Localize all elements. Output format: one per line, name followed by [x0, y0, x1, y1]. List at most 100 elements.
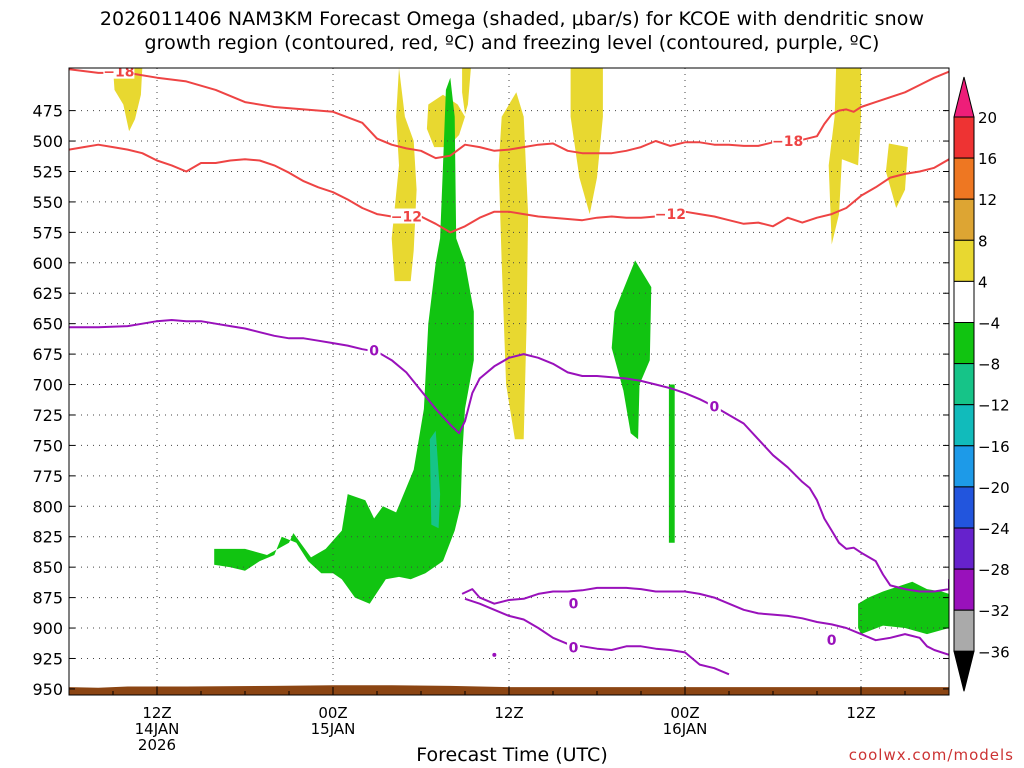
colorbar-label: −36: [978, 643, 1010, 661]
freezing-level-label-bg: [567, 639, 581, 655]
colorbar-segment: [953, 404, 975, 447]
pressure-tick-label: 475: [32, 102, 63, 121]
pressure-tick-label: 550: [32, 193, 63, 212]
pressure-tick-label: 800: [32, 497, 63, 516]
time-tick-label: 12Z: [494, 704, 523, 722]
pressure-tick-label: 875: [32, 589, 63, 608]
pressure-tick-label: 525: [32, 162, 63, 181]
freezing-level-contour: [461, 586, 949, 656]
freezing-level-label: 0: [369, 343, 379, 359]
colorbar-segment: [953, 527, 975, 570]
pressure-tick-label: 775: [32, 467, 63, 486]
dgz-top-label-bg: [772, 133, 804, 149]
omega-strong-negative-region: [429, 430, 441, 529]
colorbar-segment: [953, 609, 975, 652]
date-label: 15JAN: [311, 720, 356, 738]
omega-positive-region: [828, 68, 861, 245]
colorbar-label: −32: [978, 602, 1010, 620]
time-tick-label: 12Z: [142, 704, 171, 722]
dgz-top-label: −18: [103, 65, 134, 81]
pressure-tick-label: 725: [32, 406, 63, 425]
pressure-tick-label: 500: [32, 132, 63, 151]
colorbar-label: −24: [978, 520, 1010, 538]
dgz-bottom-label: −12: [655, 207, 686, 223]
freezing-level-label-bg: [707, 398, 721, 414]
pressure-tick-label: 650: [32, 315, 63, 334]
colorbar-label: 20: [978, 109, 997, 127]
colorbar-segment: [953, 322, 975, 365]
pressure-tick-label: 750: [32, 436, 63, 455]
pressure-tick-label: 825: [32, 528, 63, 547]
chart-title-line-1: 2026011406 NAM3KM Forecast Omega (shaded…: [99, 8, 925, 30]
colorbar-bottom-arrow: [953, 650, 975, 692]
omega-positive-region: [498, 92, 529, 440]
colorbar-top-arrow: [953, 76, 975, 118]
dgz-bottom-label-bg: [654, 206, 686, 222]
colorbar-label: −28: [978, 561, 1010, 579]
pressure-axis: 475 500 525 550 575 600 625 650 675 700 725 750 775 8…: [32, 102, 949, 699]
colorbar-segment: [953, 157, 975, 200]
dgz-top-label-bg: [103, 68, 135, 79]
pressure-tick-label: 850: [32, 558, 63, 577]
omega-negative-region: [668, 384, 675, 543]
colorbar-label: −8: [978, 356, 1000, 374]
colorbar-segment: [953, 363, 975, 406]
colorbar-segment: [953, 445, 975, 488]
colorbar-label: 4: [978, 273, 988, 291]
colorbar-label: 12: [978, 191, 997, 209]
pressure-tick-label: 600: [32, 254, 63, 273]
site-credit: coolwx.com/models: [848, 746, 1014, 764]
pressure-tick-label: 575: [32, 223, 63, 242]
pressure-tick-label: 950: [32, 680, 63, 699]
colorbar-segment: [953, 239, 975, 282]
colorbar: 20 16 12 8 4 −4 −8 −12 −16 −20 −24 −28 −32 −36: [953, 76, 1010, 692]
freezing-level-contour: [492, 652, 497, 657]
colorbar-label: −16: [978, 438, 1010, 456]
pressure-tick-label: 675: [32, 345, 63, 364]
omega-positive-region: [113, 68, 143, 132]
colorbar-label: 8: [978, 232, 988, 250]
colorbar-label: −12: [978, 397, 1010, 415]
freezing-level-label: 0: [709, 399, 719, 415]
time-tick-label: 00Z: [318, 704, 347, 722]
colorbar-segment: [953, 280, 975, 323]
freezing-level-label-bg: [367, 342, 381, 358]
freezing-level-label: 0: [827, 633, 837, 649]
freezing-level-label-bg: [567, 595, 581, 611]
omega-negative-region: [214, 77, 474, 604]
pressure-tick-label: 700: [32, 376, 63, 395]
omega-negative-region: [611, 260, 652, 440]
time-tick-label: 00Z: [670, 704, 699, 722]
dgz-bottom-label: −12: [391, 210, 422, 226]
dgz-bottom-label-bg: [390, 208, 422, 224]
colorbar-segment: [953, 486, 975, 529]
pressure-tick-label: 625: [32, 284, 63, 303]
freezing-level-label-bg: [825, 632, 839, 648]
omega-positive-region: [462, 68, 471, 115]
date-label: 16JAN: [663, 720, 708, 738]
pressure-tick-label: 925: [32, 649, 63, 668]
dgz-top-contour: [69, 68, 949, 160]
time-tick-label: 12Z: [846, 704, 875, 722]
colorbar-label: −20: [978, 479, 1010, 497]
omega-positive-region: [391, 68, 417, 282]
colorbar-label: −4: [978, 315, 1000, 333]
freezing-level-label: 0: [569, 641, 579, 657]
colorbar-segment: [953, 198, 975, 241]
freezing-level-contour: [464, 597, 730, 676]
freezing-level-label: 0: [569, 597, 579, 613]
pressure-tick-label: 900: [32, 619, 63, 638]
omega-negative-region: [858, 581, 949, 635]
date-label: 14JAN: [135, 720, 180, 738]
x-axis-title: Forecast Time (UTC): [416, 744, 608, 766]
chart-title-line-2: growth region (contoured, red, ºC) and f…: [144, 32, 880, 54]
colorbar-label: 16: [978, 150, 997, 168]
contour-lines: −18 −18 −12 −12 0 0 0 0 0: [69, 65, 949, 676]
omega-shading: [113, 68, 949, 635]
dgz-bottom-contour: [69, 143, 949, 234]
colorbar-segment: [953, 568, 975, 611]
year-label: 2026: [138, 736, 176, 754]
dgz-top-label: −18: [772, 134, 803, 150]
